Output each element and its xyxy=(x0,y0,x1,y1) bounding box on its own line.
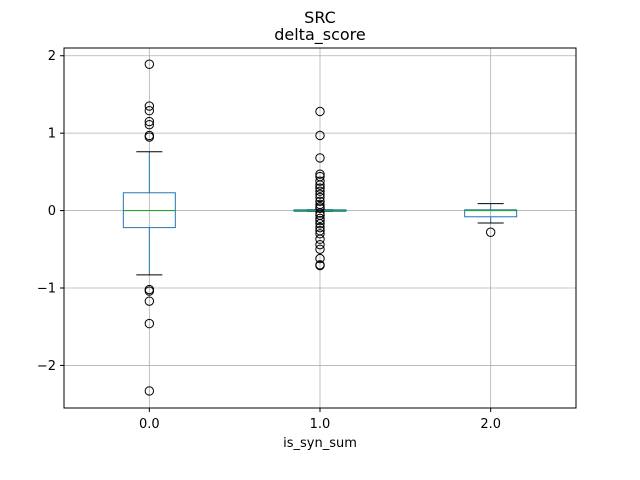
outlier-point xyxy=(144,116,155,127)
outlier-point xyxy=(144,119,155,130)
outlier-point xyxy=(315,203,325,213)
y-tick-label: −2 xyxy=(37,359,56,374)
outlier-point xyxy=(315,192,325,203)
box-group-1-0 xyxy=(293,106,347,271)
outlier-point xyxy=(315,239,325,250)
outlier-point xyxy=(315,244,325,254)
outlier-point xyxy=(144,286,155,296)
box-group-2-0 xyxy=(464,203,518,237)
outlier-point xyxy=(315,153,325,163)
outlier-point xyxy=(315,219,325,229)
outlier-point xyxy=(315,180,325,190)
outlier-point xyxy=(315,196,325,206)
outlier-point xyxy=(315,253,325,264)
outlier-point xyxy=(315,260,325,271)
x-tick-label: 2.0 xyxy=(480,417,501,432)
outlier-point xyxy=(315,229,325,239)
outlier-point xyxy=(144,132,155,142)
boxes xyxy=(122,59,518,396)
outlier-point xyxy=(315,130,325,141)
outlier-point xyxy=(144,296,155,306)
outlier-point xyxy=(315,189,325,200)
y-tick-label: 1 xyxy=(48,127,56,142)
outlier-point xyxy=(315,222,325,233)
chart-suptitle: SRC xyxy=(304,8,336,27)
outlier-point xyxy=(315,176,325,186)
outlier-point xyxy=(315,183,325,193)
outlier-point xyxy=(315,169,325,179)
y-tick-label: 2 xyxy=(48,49,56,64)
x-tick-label: 1.0 xyxy=(310,417,331,432)
box-group-0-0 xyxy=(122,59,176,396)
y-tick-label: −1 xyxy=(37,282,56,297)
outlier-point xyxy=(144,106,155,116)
box-iqr xyxy=(464,209,518,218)
x-axis-label: is_syn_sum xyxy=(283,436,357,451)
outlier-point xyxy=(315,186,325,196)
x-tick-label: 0.0 xyxy=(139,417,160,432)
outlier-point xyxy=(485,227,496,237)
y-axis: −2 −1 0 1 2 xyxy=(37,49,64,374)
outlier-point xyxy=(315,208,325,218)
outlier-point xyxy=(315,213,325,224)
outlier-point xyxy=(144,101,155,111)
outlier-point xyxy=(315,215,325,226)
outlier-point xyxy=(144,386,155,396)
x-axis: 0.0 1.0 2.0 xyxy=(139,408,501,432)
outlier-point xyxy=(315,234,325,244)
outlier-point xyxy=(315,106,325,117)
outlier-point xyxy=(144,59,155,69)
y-tick-label: 0 xyxy=(48,204,56,219)
outlier-point xyxy=(144,318,155,329)
chart-title: delta_score xyxy=(274,25,366,45)
